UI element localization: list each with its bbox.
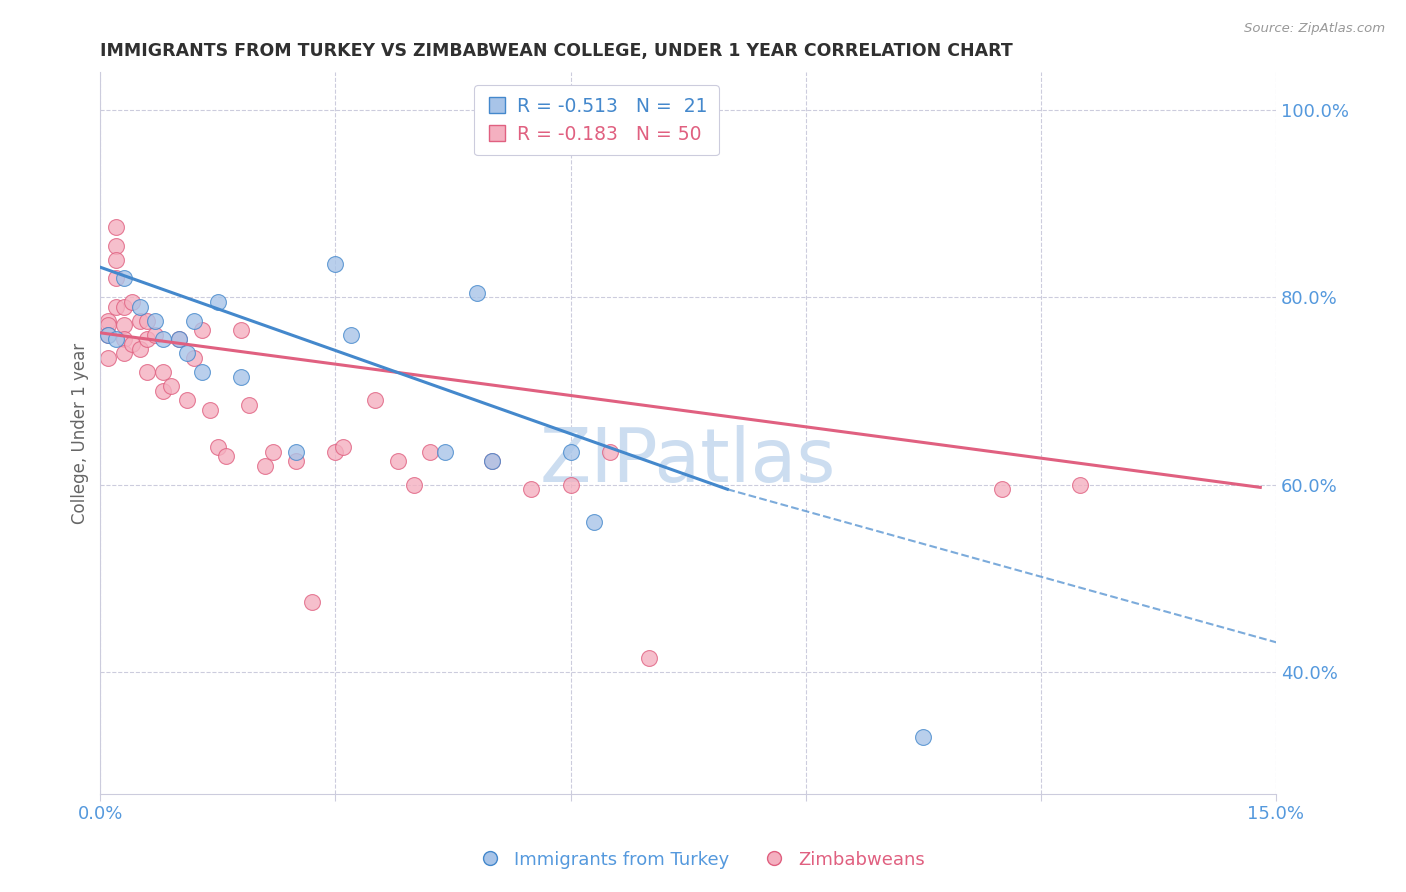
Point xyxy=(560,477,582,491)
Point xyxy=(143,313,166,327)
Point xyxy=(285,444,308,458)
Point xyxy=(97,327,120,342)
Point xyxy=(560,444,582,458)
Point xyxy=(325,444,347,458)
Point xyxy=(105,332,128,346)
Point xyxy=(231,369,253,384)
Legend: Immigrants from Turkey, Zimbabweans: Immigrants from Turkey, Zimbabweans xyxy=(474,844,932,876)
Point xyxy=(191,365,214,379)
Point xyxy=(215,450,238,464)
Point xyxy=(481,454,503,468)
Point xyxy=(387,454,409,468)
Point xyxy=(638,651,661,665)
Point xyxy=(207,440,229,454)
Point xyxy=(285,454,308,468)
Point xyxy=(152,365,174,379)
Point xyxy=(262,444,284,458)
Point xyxy=(105,252,128,267)
Point xyxy=(128,313,150,327)
Point xyxy=(167,332,190,346)
Point xyxy=(434,444,457,458)
Point xyxy=(183,313,205,327)
Point xyxy=(128,300,150,314)
Point xyxy=(253,458,276,473)
Point xyxy=(105,219,128,234)
Point xyxy=(121,337,143,351)
Point xyxy=(160,379,183,393)
Point xyxy=(97,318,120,333)
Point xyxy=(183,351,205,365)
Point xyxy=(105,238,128,252)
Point xyxy=(238,398,260,412)
Point xyxy=(97,313,120,327)
Point xyxy=(583,515,606,529)
Point xyxy=(325,257,347,271)
Point xyxy=(112,271,135,285)
Point xyxy=(121,294,143,309)
Point xyxy=(128,342,150,356)
Point xyxy=(176,393,198,408)
Point xyxy=(136,332,159,346)
Point xyxy=(152,384,174,398)
Text: IMMIGRANTS FROM TURKEY VS ZIMBABWEAN COLLEGE, UNDER 1 YEAR CORRELATION CHART: IMMIGRANTS FROM TURKEY VS ZIMBABWEAN COL… xyxy=(100,42,1014,60)
Legend: R = -0.513   N =  21, R = -0.183   N = 50: R = -0.513 N = 21, R = -0.183 N = 50 xyxy=(474,86,718,155)
Point xyxy=(136,313,159,327)
Point xyxy=(112,318,135,333)
Point xyxy=(599,444,621,458)
Point xyxy=(912,731,935,745)
Point xyxy=(176,346,198,360)
Point xyxy=(198,402,221,417)
Point xyxy=(105,300,128,314)
Point xyxy=(191,323,214,337)
Point xyxy=(112,300,135,314)
Point xyxy=(167,332,190,346)
Point xyxy=(97,351,120,365)
Point xyxy=(105,271,128,285)
Point xyxy=(143,327,166,342)
Point xyxy=(465,285,488,300)
Point xyxy=(136,365,159,379)
Point xyxy=(112,332,135,346)
Point xyxy=(363,393,385,408)
Point xyxy=(520,482,543,496)
Point xyxy=(231,323,253,337)
Point xyxy=(112,346,135,360)
Point xyxy=(207,294,229,309)
Point xyxy=(340,327,363,342)
Point xyxy=(97,327,120,342)
Point xyxy=(402,477,425,491)
Point xyxy=(152,332,174,346)
Point xyxy=(481,454,503,468)
Text: ZIPatlas: ZIPatlas xyxy=(540,425,837,499)
Point xyxy=(332,440,354,454)
Text: Source: ZipAtlas.com: Source: ZipAtlas.com xyxy=(1244,22,1385,36)
Y-axis label: College, Under 1 year: College, Under 1 year xyxy=(72,343,89,524)
Point xyxy=(301,594,323,608)
Point xyxy=(418,444,440,458)
Point xyxy=(1069,477,1091,491)
Point xyxy=(990,482,1012,496)
